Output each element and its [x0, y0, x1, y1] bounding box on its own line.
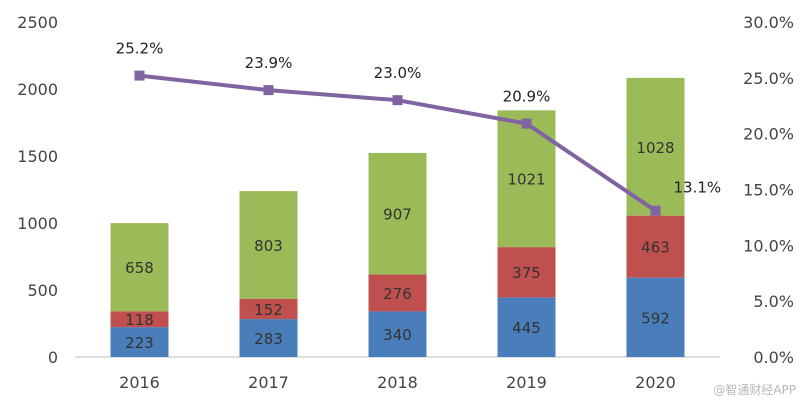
bar-segment	[626, 277, 685, 357]
x-tick-label: 2016	[119, 373, 160, 392]
bar-value-label: 907	[383, 206, 412, 224]
bar-value-label: 592	[641, 309, 670, 327]
y-right-tick-label: 5.0%	[753, 292, 794, 311]
y-right-tick-label: 25.0%	[743, 69, 794, 88]
bar-segment	[110, 223, 169, 312]
line-point-label: 23.9%	[245, 54, 293, 72]
line-point-marker	[521, 118, 532, 129]
line-point-label: 25.2%	[116, 40, 164, 58]
bar-segment	[110, 311, 169, 328]
bar-segment	[239, 191, 298, 299]
y-right-tick-label: 20.0%	[743, 125, 794, 144]
bar-value-label: 658	[125, 259, 154, 277]
bar-segment	[497, 297, 556, 357]
bar-segment	[368, 274, 427, 312]
bar-value-label: 1021	[507, 171, 545, 189]
x-tick-label: 2017	[248, 373, 289, 392]
bar-value-label: 152	[254, 301, 283, 319]
line-point-marker	[134, 70, 145, 81]
y-left-tick-label: 500	[27, 281, 58, 300]
y-left-tick-label: 0	[48, 348, 58, 367]
x-tick-label: 2020	[635, 373, 676, 392]
y-left-tick-label: 1000	[17, 214, 58, 233]
bar-segment	[239, 298, 298, 320]
line-point-label: 20.9%	[503, 88, 551, 106]
x-tick-label: 2019	[506, 373, 547, 392]
bar-segment	[368, 311, 427, 357]
y-right-tick-label: 10.0%	[743, 236, 794, 255]
bar-value-label: 375	[512, 264, 541, 282]
bar-value-label: 445	[512, 319, 541, 337]
watermark-text: @智通财经APP	[713, 383, 796, 397]
y-right-tick-label: 15.0%	[743, 181, 794, 200]
x-tick-label: 2018	[377, 373, 418, 392]
bar-value-label: 463	[641, 239, 670, 257]
bar-value-label: 283	[254, 330, 283, 348]
bar-value-label: 118	[125, 311, 154, 329]
line-point-marker	[392, 95, 403, 106]
y-right-tick-label: 30.0%	[743, 13, 794, 32]
line-point-label: 13.1%	[674, 179, 722, 197]
bar-segment	[626, 77, 685, 216]
bar-segment	[626, 215, 685, 278]
bar-value-label: 803	[254, 237, 283, 255]
bar-segment	[368, 152, 427, 275]
bar-segment	[497, 247, 556, 298]
line-point-label: 23.0%	[374, 64, 422, 82]
line-point-marker	[650, 205, 661, 216]
y-left-tick-label: 2500	[17, 13, 58, 32]
y-left-tick-label: 2000	[17, 80, 58, 99]
bar-value-label: 223	[125, 334, 154, 352]
y-left-tick-label: 1500	[17, 147, 58, 166]
bar-segment	[497, 110, 556, 248]
bar-value-label: 1028	[636, 139, 674, 157]
bar-value-label: 340	[383, 326, 412, 344]
line-point-marker	[263, 85, 274, 96]
bar-segment	[239, 319, 298, 357]
bar-segment	[110, 327, 169, 357]
bar-value-label: 276	[383, 285, 412, 303]
y-right-tick-label: 0.0%	[753, 348, 794, 367]
